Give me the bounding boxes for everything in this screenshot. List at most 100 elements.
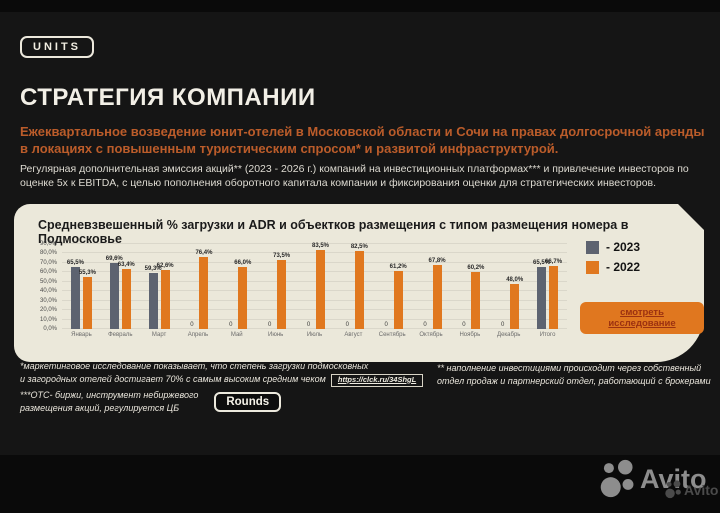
bar-group: 0 61,2% Сентябрь [373, 244, 412, 342]
chart-plot: 0,0% 10,0% 20,0% 30,0% 40,0% 50,0% 60,0% 70,0% 8… [62, 244, 567, 329]
footnote-marketing: *маркетинговое исследование показывает, … [20, 360, 424, 388]
avito-logo-large: Avito [598, 457, 707, 501]
page-title: СТРАТЕГИЯ КОМПАНИИ [20, 84, 316, 111]
footnote-marketing-line2: и загородных отелей достигает 70% с самы… [20, 373, 326, 384]
bar-pair: 65,5% 55,3% [71, 244, 92, 329]
footnote-otc: ***OTC- биржи, инструмент небиржевого ра… [20, 389, 198, 414]
footnote-investors-line2: отдел продаж и партнерский отдел, работа… [437, 375, 711, 386]
bar-2022: 62,6% [161, 270, 170, 329]
bar-2022: 66,7% [549, 266, 558, 329]
avito-text-large: Avito [640, 463, 707, 494]
bar-value-label: 65,5% [533, 260, 551, 267]
bar-pair: 0 60,2% [459, 244, 480, 329]
zero-value-label: 0 [190, 322, 194, 328]
bar-2022: 63,4% [122, 269, 131, 329]
chart-legend: - 2023 - 2022 [586, 240, 640, 280]
bar-pair: 0 67,8% [421, 244, 442, 329]
bar-2022: 73,5% [277, 260, 286, 329]
bar-value-label: 83,5% [311, 243, 329, 250]
bar-value-label: 63,4% [117, 262, 135, 269]
chart-panel: Средневзвешенный % загрузки и ADR и объе… [14, 204, 704, 362]
legend-item-2022: - 2022 [586, 260, 640, 274]
avito-text-small: Avito [684, 481, 719, 498]
legend-item-2023: - 2023 [586, 240, 640, 254]
bar-group: 65,5% 55,3% Январь [62, 244, 101, 342]
bar-2022: 60,2% [471, 272, 480, 329]
gridline [62, 300, 567, 301]
bar-pair: 0 48,0% [498, 244, 519, 329]
zero-value-label: 0 [345, 322, 350, 328]
bar-value-label: 65,5% [66, 260, 84, 267]
bar-group: 0 48,0% Декабрь [489, 244, 528, 342]
bar-group: 65,5% 66,7% Итого [528, 244, 567, 342]
bar-value-label: 67,8% [428, 257, 446, 264]
x-axis-label: Итого [539, 332, 556, 338]
x-axis-label: Май [230, 332, 243, 338]
zero-value-label: 0 [423, 322, 427, 328]
gridline [62, 243, 567, 244]
bar-group: 59,3% 62,6% Март [140, 244, 179, 342]
x-axis-label: Апрель [187, 332, 209, 338]
view-research-button[interactable]: смотреть исследование [580, 302, 704, 334]
bar-group: 0 66,0% Май [217, 244, 256, 342]
bar-value-label: 82,5% [350, 244, 368, 251]
x-axis-label: Сентябрь [378, 332, 406, 338]
zero-value-label: 0 [462, 322, 466, 328]
gridline [62, 328, 567, 329]
sub-paragraph: Регулярная дополнительная эмиссия акций*… [20, 163, 689, 189]
bar-pair: 0 76,4% [187, 244, 208, 329]
zero-value-label: 0 [306, 322, 311, 328]
bar-pair: 0 83,5% [304, 244, 325, 329]
rounds-logo-badge: Rounds [214, 391, 282, 412]
zero-value-label: 0 [501, 322, 505, 328]
zero-value-label: 0 [384, 322, 388, 328]
x-axis-label: Октябрь [419, 332, 443, 338]
zero-value-label: 0 [229, 322, 233, 328]
bar-2022: 67,8% [433, 265, 442, 329]
bar-group: 0 67,8% Октябрь [412, 244, 451, 342]
x-axis-label: Февраль [108, 332, 133, 338]
bar-value-label: 66,0% [234, 259, 252, 266]
footnote-investors-line1: ** наполнение инвестициями происходит че… [437, 363, 702, 373]
y-axis-tick: 20,0% [39, 307, 57, 314]
bar-2022: 55,3% [83, 277, 92, 329]
bar-group: 69,6% 63,4% Февраль [101, 244, 140, 342]
lead-paragraph: Ежеквартальное возведение юнит-отелей в … [20, 124, 705, 156]
bar-2022: 48,0% [510, 284, 519, 329]
legend-label-2023: - 2023 [606, 240, 641, 254]
gridline [62, 319, 567, 320]
bar-pair: 65,5% 66,7% [537, 244, 558, 329]
x-axis-label: Июнь [268, 332, 284, 338]
bar-group: 0 73,5% Июнь [256, 244, 295, 342]
x-axis-label: Июль [306, 332, 323, 338]
research-link[interactable]: https://clck.ru/34ShgL [330, 373, 424, 388]
bar-pair: 59,3% 62,6% [149, 244, 170, 329]
y-axis-tick: 0,0% [43, 326, 57, 332]
y-axis-tick: 70,0% [39, 259, 57, 266]
gridline [62, 309, 567, 310]
x-axis-label: Август [344, 332, 363, 338]
units-logo: UNITS [20, 36, 94, 58]
bar-group: 0 60,2% Ноябрь [450, 244, 489, 342]
y-axis-tick: 40,0% [39, 288, 57, 295]
bar-pair: 0 82,5% [343, 244, 364, 329]
bar-value-label: 62,6% [156, 262, 174, 269]
bar-groups: 65,5% 55,3% Январь 69,6% 63,4% Февраль 59,3% 62… [62, 244, 567, 342]
bar-value-label: 66,7% [545, 259, 563, 266]
y-axis-tick: 80,0% [39, 250, 57, 257]
bar-2022: 83,5% [316, 250, 325, 329]
bar-2023: 65,5% [71, 267, 80, 329]
footnote-marketing-line1: *маркетинговое исследование показывает, … [20, 361, 369, 371]
bar-value-label: 73,5% [273, 252, 291, 259]
bar-value-label: 61,2% [389, 264, 407, 271]
avito-watermark: Avito Avito [598, 457, 719, 505]
gridline [62, 271, 567, 272]
legend-swatch-2023 [586, 241, 599, 254]
chart-title: Средневзвешенный % загрузки и ADR и объе… [38, 218, 629, 246]
footnote-investors: ** наполнение инвестициями происходит че… [437, 362, 711, 387]
bar-2023: 69,6% [110, 263, 119, 329]
y-axis-tick: 30,0% [39, 297, 57, 304]
bar-2022: 76,4% [199, 257, 208, 329]
bar-2022: 66,0% [238, 267, 247, 329]
y-axis-tick: 50,0% [39, 278, 57, 285]
